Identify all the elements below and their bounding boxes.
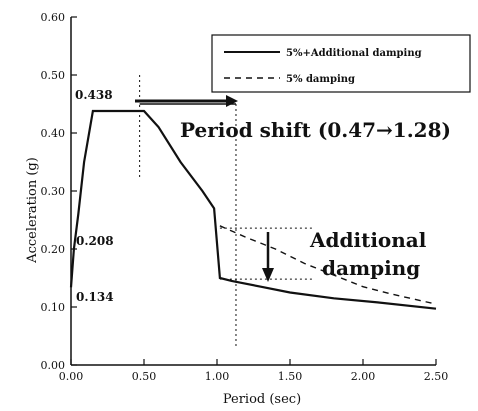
annotation-additional-damping-line2: damping xyxy=(322,256,420,280)
annotation-additional-damping-line1: Additional xyxy=(309,228,427,252)
damping-arrow xyxy=(262,232,274,282)
annotation-period-shift: Period shift (0.47→1.28) xyxy=(180,118,451,142)
x-tick-label: 1.50 xyxy=(278,370,303,383)
legend-label-dashed: 5% damping xyxy=(286,74,355,85)
y-tick-label: 0.60 xyxy=(41,11,66,24)
y-tick-label: 0.50 xyxy=(41,69,66,82)
annotation-value-438: 0.438 xyxy=(75,88,113,102)
series-line-five-percent-plus-additional-damping xyxy=(69,109,437,310)
x-tick-label: 2.50 xyxy=(424,370,449,383)
legend: 5%+Additional damping 5% damping xyxy=(211,34,471,93)
y-tick-label: 0.00 xyxy=(41,359,66,372)
axes xyxy=(70,16,437,366)
x-tick-label: 2.00 xyxy=(351,370,376,383)
x-axis-label: Period (sec) xyxy=(223,392,301,407)
series-lines xyxy=(69,109,437,310)
series-line-five-percent-damping xyxy=(219,225,437,305)
legend-box xyxy=(211,34,471,93)
y-axis-label: Acceleration (g) xyxy=(25,157,40,264)
y-tick-label: 0.20 xyxy=(41,243,66,256)
tick-labels: 0.00 0.10 0.20 0.30 0.40 0.50 0.60 0.00 0.50 1.00… xyxy=(41,11,449,383)
y-tick-label: 0.30 xyxy=(41,185,66,198)
period-shift-arrow xyxy=(135,95,238,107)
legend-label-solid: 5%+Additional damping xyxy=(286,48,422,59)
annotation-value-208: 0.208 xyxy=(76,234,114,248)
x-tick-label: 1.00 xyxy=(205,370,230,383)
y-tick-label: 0.40 xyxy=(41,127,66,140)
reference-lines xyxy=(139,75,312,348)
annotation-value-134: 0.134 xyxy=(76,290,114,304)
x-tick-label: 0.00 xyxy=(59,370,84,383)
y-tick-label: 0.10 xyxy=(41,301,66,314)
x-tick-label: 0.50 xyxy=(132,370,157,383)
